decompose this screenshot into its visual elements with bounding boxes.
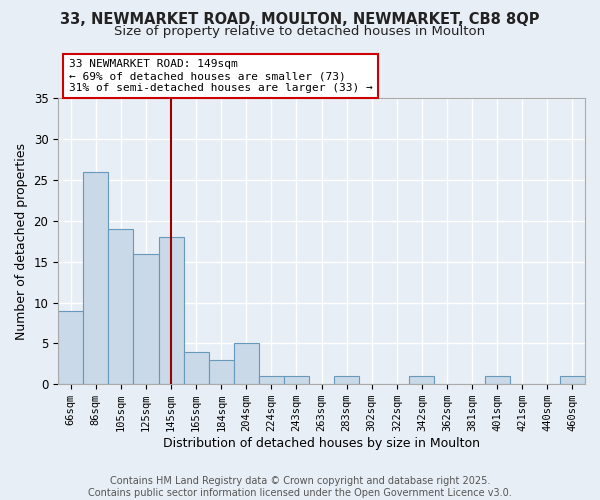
Y-axis label: Number of detached properties: Number of detached properties — [15, 143, 28, 340]
Bar — [409, 376, 434, 384]
Text: Contains HM Land Registry data © Crown copyright and database right 2025.
Contai: Contains HM Land Registry data © Crown c… — [88, 476, 512, 498]
Bar — [560, 376, 585, 384]
Text: Size of property relative to detached houses in Moulton: Size of property relative to detached ho… — [115, 25, 485, 38]
Bar — [158, 237, 184, 384]
Text: 33 NEWMARKET ROAD: 149sqm
← 69% of detached houses are smaller (73)
31% of semi-: 33 NEWMARKET ROAD: 149sqm ← 69% of detac… — [68, 60, 373, 92]
Bar — [184, 352, 209, 384]
Bar — [109, 229, 133, 384]
Bar — [133, 254, 158, 384]
X-axis label: Distribution of detached houses by size in Moulton: Distribution of detached houses by size … — [163, 437, 480, 450]
Bar — [58, 310, 83, 384]
Bar — [284, 376, 309, 384]
Bar — [259, 376, 284, 384]
Text: 33, NEWMARKET ROAD, MOULTON, NEWMARKET, CB8 8QP: 33, NEWMARKET ROAD, MOULTON, NEWMARKET, … — [60, 12, 540, 28]
Bar — [485, 376, 510, 384]
Bar — [83, 172, 109, 384]
Bar — [334, 376, 359, 384]
Bar — [234, 344, 259, 384]
Bar — [209, 360, 234, 384]
